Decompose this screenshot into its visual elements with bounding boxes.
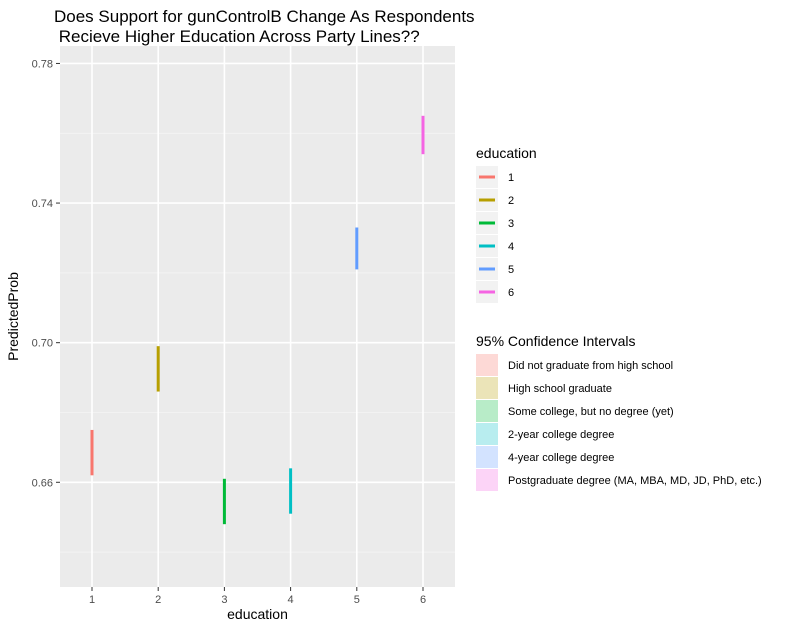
legend-label: 1 [508, 172, 514, 184]
legend-label: 6 [508, 287, 514, 299]
legend-ci-title: 95% Confidence Intervals [476, 333, 636, 349]
x-axis-title: education [227, 606, 288, 622]
y-tick-label: 0.66 [32, 477, 53, 489]
legend-key-fill [476, 400, 498, 422]
x-tick-label: 4 [288, 594, 294, 606]
x-tick-label: 6 [420, 594, 426, 606]
legend-label: 4-year college degree [508, 452, 614, 464]
legend-label: 4 [508, 241, 514, 253]
legend-key-fill [476, 446, 498, 468]
x-tick-label: 2 [155, 594, 161, 606]
legend-label: Postgraduate degree (MA, MBA, MD, JD, Ph… [508, 475, 762, 487]
grid-lines [60, 46, 455, 587]
legend-education-title: education [476, 145, 537, 161]
legend-label: 3 [508, 218, 514, 230]
legend-confidence-intervals: 95% Confidence Intervals Did not graduate… [476, 333, 762, 491]
legend-education: education 1 2 3 4 5 6 [476, 145, 537, 303]
legend-label: 2 [508, 195, 514, 207]
legend-label: Did not graduate from high school [508, 360, 673, 372]
y-tick-label: 0.70 [32, 338, 53, 350]
x-axis: 1 2 3 4 5 6 [89, 587, 426, 606]
legend-key-fill [476, 377, 498, 399]
chart-title-line: Does Support for gunControlB Change As R… [54, 7, 475, 26]
x-tick-label: 5 [354, 594, 360, 606]
plot-panel [60, 46, 455, 587]
legend-label: High school graduate [508, 383, 612, 395]
legend-label: 5 [508, 264, 514, 276]
legend-key-fill [476, 469, 498, 491]
y-axis-title: PredictedProb [5, 272, 21, 361]
x-tick-label: 3 [221, 594, 227, 606]
y-axis: 0.66 0.70 0.74 0.78 [32, 58, 60, 489]
chart-title-line: Recieve Higher Education Across Party Li… [54, 27, 420, 46]
legend-key-fill [476, 423, 498, 445]
x-tick-label: 1 [89, 594, 95, 606]
legend-label: 2-year college degree [508, 429, 614, 441]
y-tick-label: 0.74 [32, 198, 53, 210]
legend-label: Some college, but no degree (yet) [508, 406, 674, 418]
chart-title: Does Support for gunControlB Change As R… [54, 7, 475, 46]
legend-key-fill [476, 354, 498, 376]
y-tick-label: 0.78 [32, 58, 53, 70]
error-bars [90, 115, 425, 525]
